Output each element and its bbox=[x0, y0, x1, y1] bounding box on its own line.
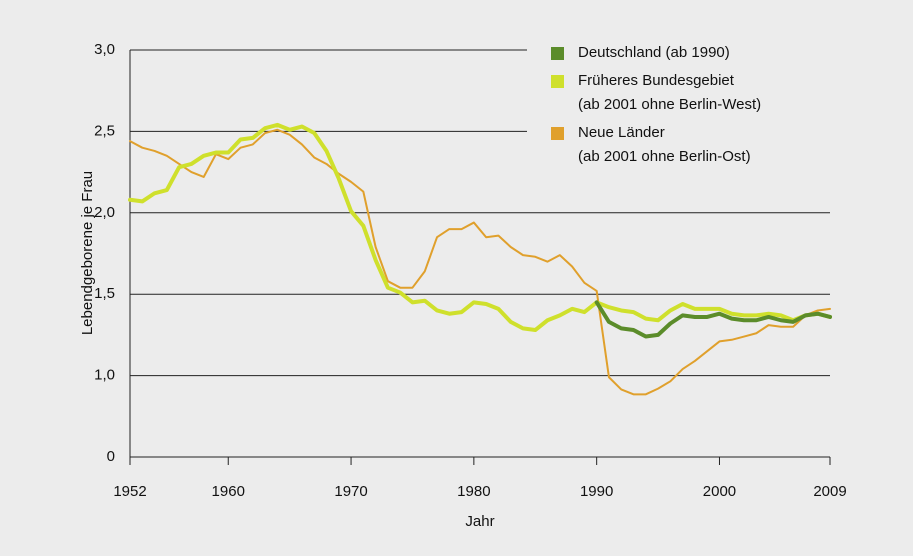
x-tick-label: 1990 bbox=[580, 483, 613, 500]
x-tick-label: 2009 bbox=[813, 483, 846, 500]
series-line bbox=[129, 128, 831, 396]
y-tick-label: 1,0 bbox=[94, 367, 115, 384]
series-line bbox=[594, 300, 832, 339]
x-tick-label: 2000 bbox=[703, 483, 736, 500]
x-tick-label: 1960 bbox=[212, 483, 245, 500]
y-axis-label: Lebendgeborene je Frau bbox=[79, 171, 96, 335]
y-tick-label: 0 bbox=[107, 448, 115, 465]
legend-label: Neue Länder (ab 2001 ohne Berlin-Ost) bbox=[578, 124, 751, 165]
x-axis-label: Jahr bbox=[465, 513, 494, 530]
legend-swatch bbox=[551, 75, 564, 88]
x-tick-label: 1952 bbox=[113, 483, 146, 500]
legend-swatch bbox=[551, 127, 564, 140]
legend-swatch bbox=[551, 47, 564, 60]
x-tick-label: 1970 bbox=[334, 483, 367, 500]
series-line bbox=[128, 122, 832, 333]
x-tick-label: 1980 bbox=[457, 483, 490, 500]
legend-label: Deutschland (ab 1990) bbox=[578, 44, 730, 61]
legend-label: Früheres Bundesgebiet (ab 2001 ohne Berl… bbox=[578, 72, 762, 113]
y-tick-label: 2,0 bbox=[94, 204, 115, 221]
legend-background bbox=[527, 35, 830, 175]
y-tick-label: 2,5 bbox=[94, 122, 115, 139]
y-tick-label: 3,0 bbox=[94, 41, 115, 58]
y-tick-label: 1,5 bbox=[94, 285, 115, 302]
